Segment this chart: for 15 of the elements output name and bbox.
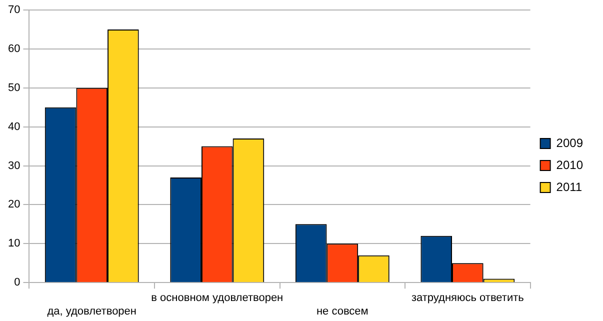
legend-label: 2011 [556, 180, 582, 194]
y-tick-label: 10 [8, 238, 20, 250]
x-tick-label: не совсем [316, 305, 368, 318]
y-tick-label: 60 [8, 42, 20, 55]
x-tick-label: в основном удовлетворен [151, 292, 284, 304]
x-tick-label: затрудняюсь ответить [411, 292, 524, 304]
legend-label: 2010 [556, 158, 584, 172]
legend-label: 2009 [556, 136, 584, 150]
x-tick-label: да, удовлетворен [47, 305, 137, 318]
y-tick-label: 20 [8, 198, 20, 211]
y-tick-label: 40 [8, 120, 20, 133]
y-tick-label: 50 [8, 82, 20, 94]
y-tick-label: 30 [8, 160, 20, 172]
y-tick-label: 0 [14, 276, 20, 289]
y-tick-label: 70 [8, 4, 20, 16]
